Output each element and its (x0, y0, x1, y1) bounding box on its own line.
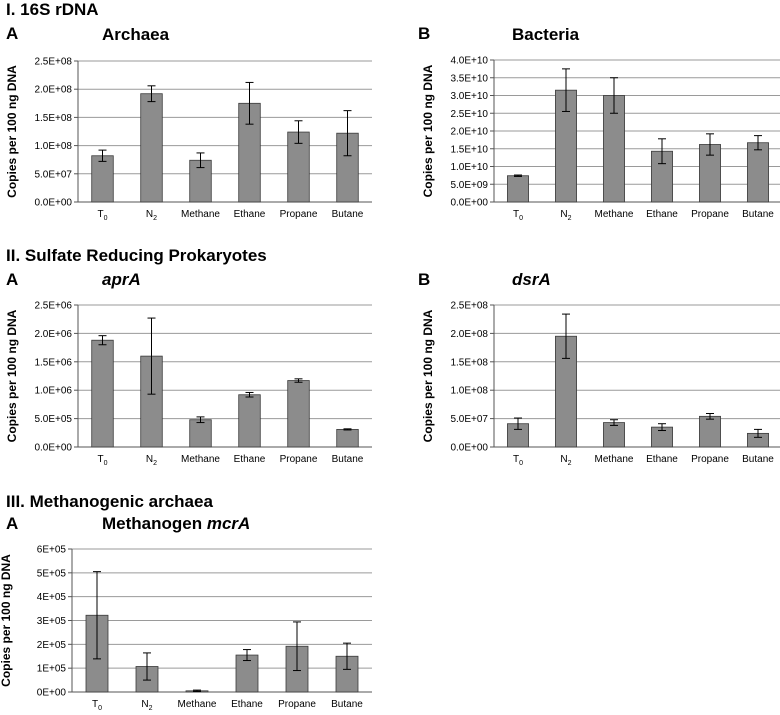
y-tick-label: 5.0E+09 (450, 180, 488, 191)
x-tick-label: Propane (691, 209, 729, 220)
y-axis-label: Copies per 100 ng DNA (421, 309, 435, 442)
chart-title-mcra: Methanogen mcrA (102, 514, 250, 534)
x-tick-label: Methane (178, 699, 217, 710)
y-tick-label: 0.0E+00 (450, 198, 488, 209)
y-tick-label: 3.5E+10 (450, 73, 488, 84)
y-tick-label: 2.0E+06 (34, 329, 72, 340)
y-tick-label: 0.0E+00 (450, 443, 488, 454)
x-tick-label: Butane (742, 454, 774, 465)
y-tick-label: 1.5E+10 (450, 144, 488, 155)
x-tick-label: Methane (181, 209, 220, 220)
y-axis-label: Copies per 100 ng DNA (5, 65, 19, 198)
y-tick-label: 2.0E+08 (34, 85, 72, 96)
y-axis-label: Copies per 100 ng DNA (421, 64, 435, 197)
chart-title-apra: aprA (102, 270, 141, 290)
panel-letter-2a: A (6, 270, 19, 289)
chart-title-italic: aprA (102, 270, 141, 289)
section-title-sulfate: II. Sulfate Reducing Prokaryotes (6, 246, 267, 265)
x-tick-label: Butane (332, 454, 364, 465)
x-tick-label: N2 (560, 454, 571, 467)
y-axis-label: Copies per 100 ng DNA (0, 554, 13, 687)
y-tick-label: 1.0E+08 (450, 386, 488, 397)
x-tick-label: T0 (92, 699, 102, 712)
y-tick-label: 6E+05 (37, 545, 67, 556)
y-tick-label: 2.5E+10 (450, 109, 488, 120)
x-tick-label: Ethane (646, 209, 678, 220)
y-tick-label: 1E+05 (37, 664, 67, 675)
x-tick-label: T0 (513, 209, 523, 222)
x-tick-label: Ethane (234, 209, 266, 220)
chart-title-text: Archaea (102, 25, 170, 44)
y-tick-label: 3.0E+10 (450, 91, 488, 102)
chart-title-dsra: dsrA (512, 270, 551, 290)
chart-title-italic: dsrA (512, 270, 551, 289)
y-tick-label: 2E+05 (37, 640, 67, 651)
y-tick-label: 3E+05 (37, 616, 67, 627)
y-tick-label: 0.0E+00 (34, 443, 72, 454)
x-tick-label: N2 (141, 699, 152, 712)
x-tick-label: Ethane (646, 454, 678, 465)
panel-letter-1b: B (418, 24, 431, 43)
chart-title-bacteria: Bacteria (512, 25, 579, 45)
y-tick-label: 1.5E+06 (34, 357, 72, 368)
y-tick-label: 5.0E+07 (450, 414, 488, 425)
y-axis-label: Copies per 100 ng DNA (5, 309, 19, 442)
y-tick-label: 5E+05 (37, 568, 67, 579)
y-tick-label: 5.0E+07 (34, 169, 72, 180)
y-tick-label: 1.5E+08 (34, 113, 72, 124)
y-tick-label: 2.5E+06 (34, 301, 72, 312)
x-tick-label: Butane (332, 209, 364, 220)
x-tick-label: Propane (278, 699, 316, 710)
y-tick-label: 1.0E+08 (34, 141, 72, 152)
chart-title-text: Bacteria (512, 25, 580, 44)
chart-title-text: Methanogen (102, 514, 207, 533)
x-tick-label: N2 (146, 209, 157, 222)
y-tick-label: 1.0E+06 (34, 386, 72, 397)
x-tick-label: T0 (97, 209, 107, 222)
panel-letter-3a: A (6, 514, 19, 533)
y-tick-label: 4.0E+10 (450, 56, 488, 67)
x-tick-label: N2 (560, 209, 571, 222)
chart-title-archaea: Archaea (102, 25, 169, 45)
x-tick-label: Propane (280, 209, 318, 220)
y-tick-label: 2.0E+08 (450, 329, 488, 340)
y-tick-label: 1.0E+10 (450, 162, 488, 173)
x-tick-label: Propane (280, 454, 318, 465)
x-tick-label: Methane (595, 209, 634, 220)
x-tick-label: Ethane (234, 454, 266, 465)
x-tick-label: Butane (331, 699, 363, 710)
x-tick-label: Propane (691, 454, 729, 465)
y-tick-label: 5.0E+05 (34, 414, 72, 425)
y-tick-label: 4E+05 (37, 592, 67, 603)
panel-letter-2b: B (418, 270, 431, 289)
x-tick-label: T0 (97, 454, 107, 467)
y-tick-label: 0E+00 (37, 688, 67, 699)
x-tick-label: Methane (595, 454, 634, 465)
x-tick-label: Ethane (231, 699, 263, 710)
y-tick-label: 2.0E+10 (450, 127, 488, 138)
x-tick-label: T0 (513, 454, 523, 467)
x-tick-label: Methane (181, 454, 220, 465)
section-title-16s: I. 16S rDNA (6, 0, 99, 19)
panel-letter-1a: A (6, 24, 19, 43)
y-tick-label: 2.5E+08 (34, 57, 72, 68)
section-title-methanogenic: III. Methanogenic archaea (6, 492, 213, 511)
y-tick-label: 1.5E+08 (450, 357, 488, 368)
x-tick-label: N2 (146, 454, 157, 467)
y-tick-label: 0.0E+00 (34, 198, 72, 209)
y-tick-label: 2.5E+08 (450, 301, 488, 312)
chart-title-italic: mcrA (206, 514, 251, 533)
x-tick-label: Butane (742, 209, 774, 220)
